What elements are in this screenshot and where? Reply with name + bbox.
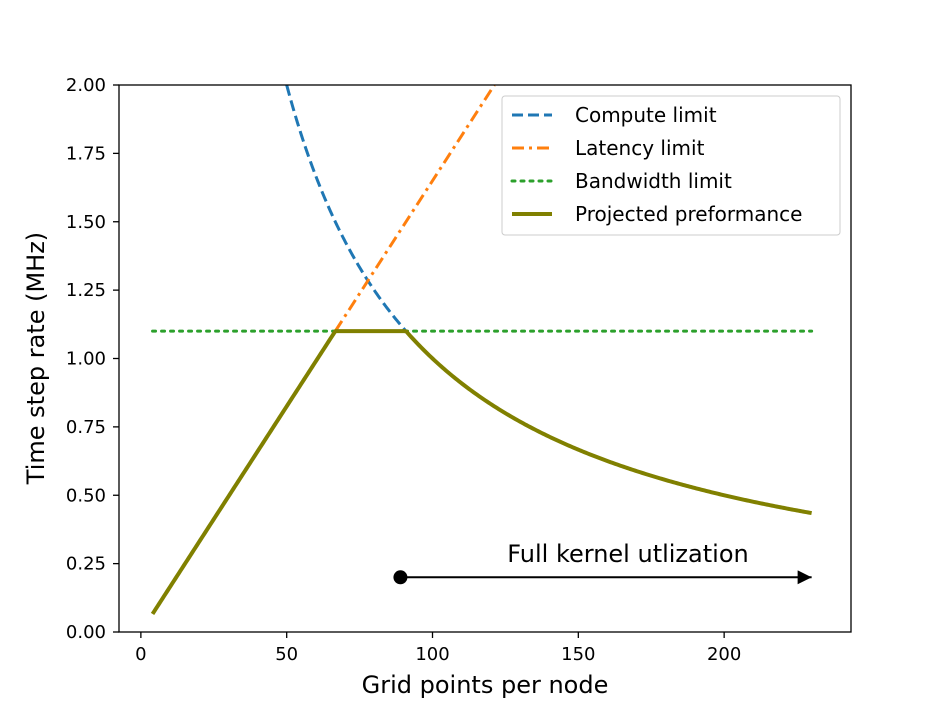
latency-limit-line — [334, 85, 496, 332]
y-axis-label: Time step rate (MHz) — [22, 232, 50, 485]
legend-frame — [501, 95, 841, 236]
annotation-start-dot — [393, 570, 408, 585]
x-tick-label: 0 — [135, 644, 146, 665]
legend-label-latency: Latency limit — [575, 136, 705, 160]
y-tick-label: 2.00 — [66, 75, 106, 96]
annotation-text: Full kernel utlization — [507, 540, 748, 568]
legend-entry-projected: Projected preformance — [512, 202, 802, 226]
x-tick-label: 50 — [275, 644, 298, 665]
y-tick-label: 1.75 — [66, 143, 106, 164]
legend-entry-latency: Latency limit — [512, 136, 705, 160]
legend-label-projected: Projected preformance — [575, 202, 802, 226]
y-tick-label: 0.50 — [66, 485, 106, 506]
y-tick-label: 0.00 — [66, 622, 106, 643]
x-tick-label: 150 — [561, 644, 595, 665]
y-tick-label: 1.25 — [66, 280, 106, 301]
x-tick-label: 100 — [415, 644, 449, 665]
projected-performance-line — [150, 329, 812, 616]
series-layer — [150, 85, 814, 616]
legend-label-compute: Compute limit — [575, 103, 717, 127]
y-tick-label: 1.50 — [66, 212, 106, 233]
x-axis-label: Grid points per node — [362, 671, 609, 699]
y-tick-label: 0.75 — [66, 417, 106, 438]
legend: Compute limit Latency limit Bandwidth li… — [501, 95, 841, 236]
legend-entry-bandwidth: Bandwidth limit — [510, 169, 732, 193]
compute-limit-line — [285, 85, 408, 333]
legend-entry-compute: Compute limit — [512, 103, 717, 127]
y-tick-label: 0.25 — [66, 554, 106, 575]
annotation: Full kernel utlization — [393, 540, 812, 585]
y-tick-label: 1.00 — [66, 349, 106, 370]
y-axis-ticks: 0.00 0.25 0.50 0.75 1.00 1.25 1.50 1.75 2.00 — [66, 75, 119, 643]
x-axis-ticks: 0 50 100 150 200 — [135, 632, 741, 665]
x-tick-label: 200 — [707, 644, 741, 665]
legend-label-bandwidth: Bandwidth limit — [575, 169, 732, 193]
